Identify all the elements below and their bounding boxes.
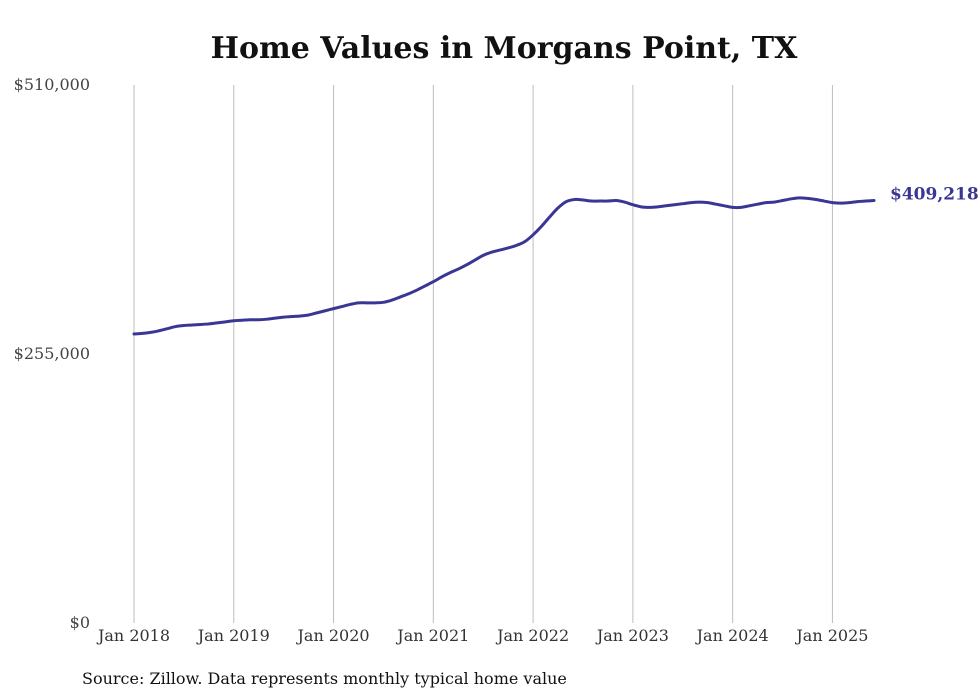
source-note: Source: Zillow. Data represents monthly … [82,669,567,688]
grid-layer [133,85,833,623]
x-tick-label: Jan 2025 [794,626,868,645]
x-tick-label: Jan 2019 [196,626,270,645]
y-axis-ticks: $0 $255,000 $510,000 [14,75,90,632]
chart-title: Home Values in Morgans Point, TX [211,31,798,66]
x-tick-label: Jan 2020 [296,626,370,645]
y-tick-label: $255,000 [14,344,90,363]
x-tick-label: Jan 2018 [96,626,170,645]
x-tick-label: Jan 2021 [395,626,469,645]
series-line [132,196,876,336]
series-layer: $409,218 [132,185,979,336]
x-tick-label: Jan 2022 [495,626,569,645]
x-axis-ticks: Jan 2018 Jan 2019 Jan 2020 Jan 2021 Jan 2022… [96,626,868,645]
x-tick-label: Jan 2024 [695,626,769,645]
series-end-label: $409,218 [890,185,979,205]
x-tick-label: Jan 2023 [595,626,669,645]
y-tick-label: $0 [70,613,90,632]
y-tick-label: $510,000 [14,75,90,94]
